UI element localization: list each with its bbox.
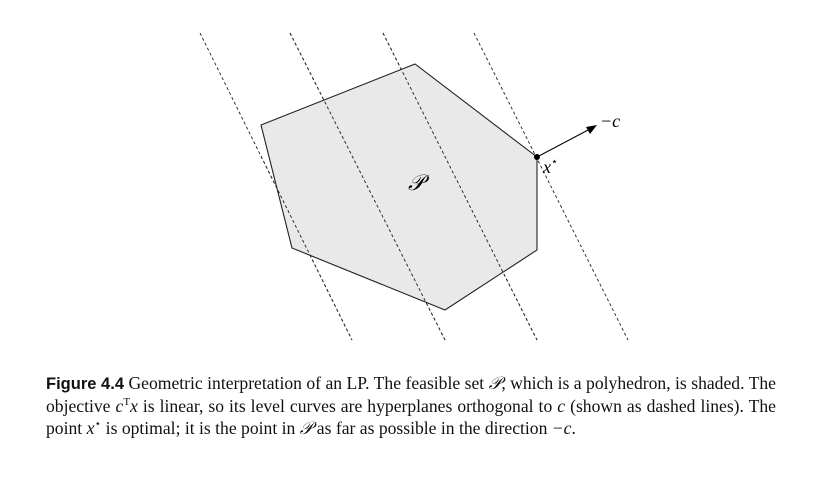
caption-xstar: x (86, 418, 95, 438)
direction-arrow-shaft (536, 128, 591, 158)
optimal-label-x: x (542, 157, 551, 177)
caption-text-2: , which is a polyhedron, is shaded. The … (46, 373, 776, 416)
feasible-polyhedron (260, 63, 538, 311)
caption-obj-transpose: T (123, 396, 131, 409)
caption-direction: −c (551, 418, 572, 438)
caption-text-1: Geometric interpretation of an LP. The f… (124, 373, 489, 393)
level-curves-overlay (260, 32, 538, 341)
level-curve-4 (473, 32, 629, 341)
caption-text-7: . (571, 418, 576, 438)
caption-c: c (557, 396, 566, 416)
caption-xstar-sup: ⋆ (94, 418, 102, 431)
lp-figure: 𝒫 x⋆ −c (199, 32, 629, 341)
caption-set-symbol-2: 𝒫 (299, 419, 313, 439)
caption-text-6: as far as possible in the direction (312, 418, 552, 438)
level-curve-1-inner (260, 155, 353, 341)
caption-text-4: (shown as dashed lines). The point (46, 396, 776, 438)
level-curve-3-inner (382, 32, 538, 341)
direction-label: −c (600, 111, 620, 131)
direction-arrow-head (586, 125, 597, 134)
level-curve-2-inner (289, 32, 446, 341)
figure-number: Figure 4.4 (46, 375, 124, 393)
caption-obj-c: c (115, 396, 124, 416)
caption-obj-x: x (130, 396, 138, 416)
caption-set-symbol: 𝒫 (488, 374, 502, 394)
optimal-label-star: ⋆ (551, 156, 558, 168)
optimal-point-label: x⋆ (542, 156, 558, 177)
caption-text-5: is optimal; it is the point in (101, 418, 300, 438)
caption-text-3: is linear, so its level curves are hyper… (137, 396, 558, 416)
figure-caption: Figure 4.4 Geometric interpretation of a… (46, 372, 776, 440)
